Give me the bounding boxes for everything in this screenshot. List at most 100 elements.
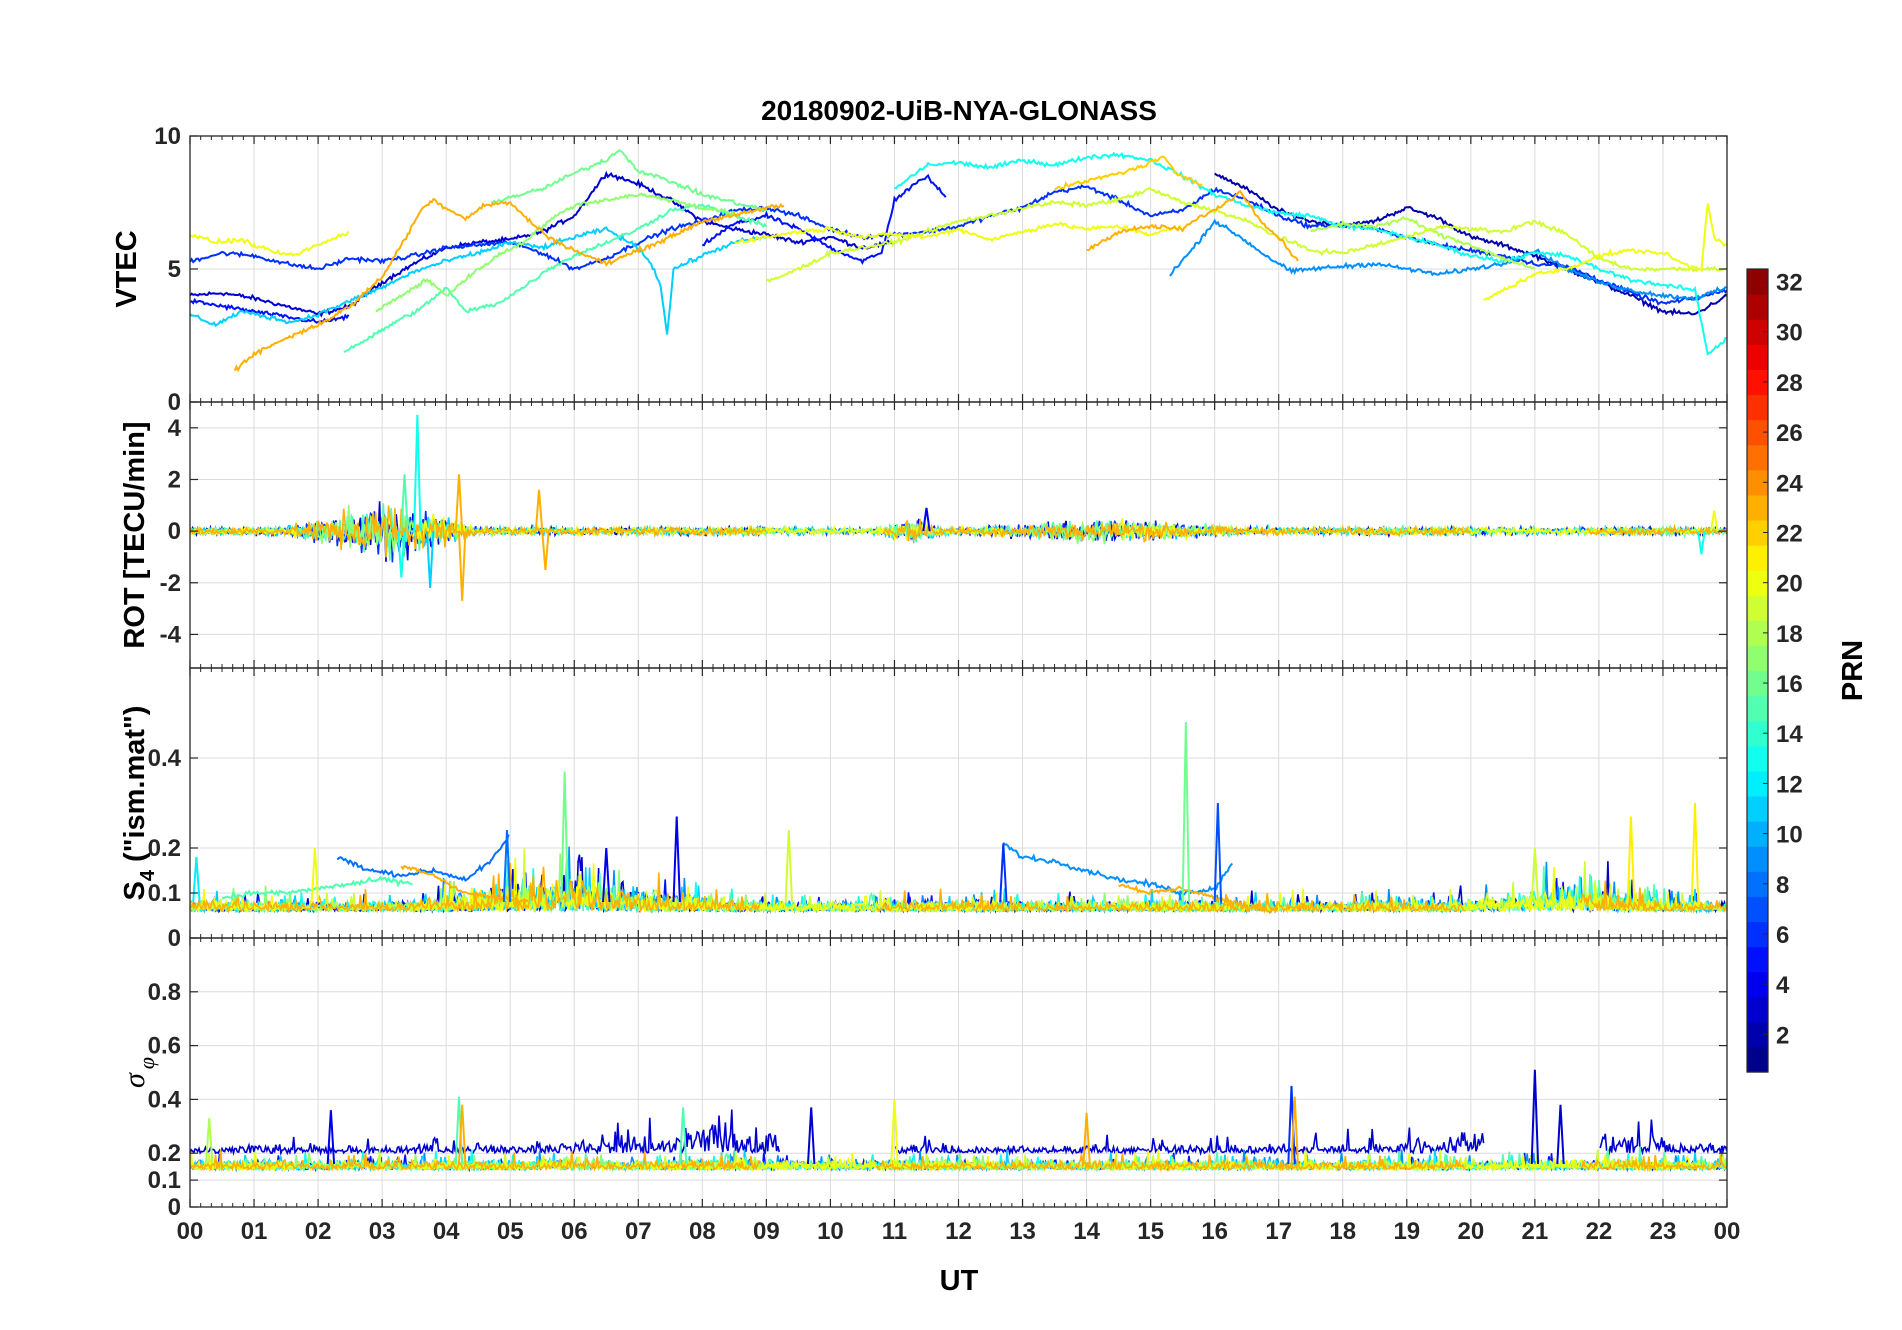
x-tick-label: 03 [369,1218,396,1245]
s4-spike [502,829,512,903]
y-tick-label: 0.8 [148,979,181,1006]
rot-spike [400,474,409,532]
vtec-series-prn-23 [233,190,1299,373]
colorbar-tick-label: 20 [1776,571,1803,598]
s4-spike [310,847,320,903]
s4-spike [784,829,793,903]
vtec-series-prn-20 [190,203,1727,301]
colorbar-swatch [1747,469,1768,496]
y-axis-label-vtec: VTEC [111,230,143,307]
s4-segment-prn-23 [400,864,529,905]
x-tick-label: 18 [1329,1218,1356,1245]
colorbar-swatch [1747,444,1768,471]
x-tick-label: 00 [1714,1218,1741,1245]
colorbar-swatch [1747,369,1768,396]
s4-spike [1213,802,1223,903]
sigma_phi-spike [890,1099,899,1165]
rot-spike [1697,530,1706,555]
s4-segment-prn-8 [336,834,510,882]
colorbar-swatch [1747,1021,1768,1048]
panel-vtec: 0 5 10 VTEC [111,123,1728,416]
sigma_phi-spike [1290,1096,1299,1165]
s4-spike [672,816,681,903]
s4-spike [602,847,611,903]
colorbar-swatch [1747,695,1768,722]
colorbar-swatch [1747,319,1768,345]
x-tick-label: 20 [1457,1218,1484,1245]
colorbar-swatch [1747,1046,1768,1073]
colorbar-swatch [1747,795,1768,822]
rot-spike [534,489,544,532]
rot-spike [454,474,464,532]
colorbar-label: PRN [1837,640,1869,701]
y-axis-label-rot: ROT [TECU/min] [119,421,151,648]
x-axis-label: UT [940,1265,979,1297]
colorbar-swatch [1747,394,1768,421]
vtec-series-prn-19 [765,186,1727,284]
s4-spike [1626,816,1636,903]
sigma_phi-spike [205,1118,214,1165]
y-tick-label: 0 [168,518,181,545]
colorbar-tick-label: 28 [1776,370,1803,397]
vtec-series-prn-22 [1054,155,1203,191]
vtec-series-prn-9 [1169,218,1727,301]
y-tick-label: 0.4 [148,745,182,772]
colorbar-swatch [1747,921,1768,948]
sigma_phi-spike [678,1107,688,1165]
rot-spike [1710,510,1719,532]
x-tick-label: 01 [241,1218,268,1245]
y-tick-label: 2 [168,466,181,493]
s4-spike [999,843,1008,903]
sigma_phi-spike [1082,1112,1091,1165]
x-tick-label: 14 [1073,1218,1100,1245]
y-tick-label: 0.4 [148,1086,182,1113]
y-tick-label: 5 [168,256,181,283]
s4-spike [1181,721,1191,903]
colorbar-swatch [1747,419,1768,446]
colorbar-swatch [1747,846,1768,872]
colorbar-swatch [1747,996,1768,1023]
s4-spike [560,771,569,903]
sigma_phi-series-prn-23 [190,1149,1727,1173]
y-tick-label: 0.1 [148,880,181,907]
colorbar-swatch [1747,344,1768,370]
rot-spike [413,414,422,532]
data-sigma_phi [190,1069,1727,1173]
x-tick-label: 06 [561,1218,588,1245]
rot-spike [425,531,435,588]
vtec-series-prn-18 [1309,216,1536,270]
y-tick-label: -2 [160,570,181,597]
x-tick-label: 08 [689,1218,716,1245]
vtec-series-prn-6 [190,184,1727,306]
colorbar-swatch [1747,971,1768,998]
sigma_phi-spike [326,1110,336,1165]
rot-spike [397,531,406,578]
colorbar-swatch [1747,896,1768,923]
x-tick-label: 12 [945,1218,972,1245]
y-axis-label-s4: S4 ("ism.mat") [119,706,159,901]
colorbar-swatch [1747,670,1768,697]
x-tick-label: 22 [1586,1218,1613,1245]
colorbar-tick-label: 26 [1776,420,1803,447]
colorbar-tick-label: 8 [1776,872,1789,899]
sigma_phi-spike [807,1107,816,1165]
colorbar-swatch [1747,745,1768,772]
colorbar-swatch [1747,871,1768,897]
colorbar-tick-label: 14 [1776,721,1803,748]
s4-series-prn-23 [190,863,1727,914]
colorbar-swatch [1747,620,1768,647]
s4-spike [192,856,201,903]
x-tick-label: 11 [882,1218,907,1245]
x-tick-label: 00 [177,1218,204,1245]
s4-spike [1690,802,1700,903]
colorbar-tick-label: 2 [1776,1022,1789,1049]
x-tick-labels: 00 01 02 03 04 05 06 07 08 09 10 11 12 13 14 15 16 17 18 19… [177,1218,1741,1245]
y-tick-label: 10 [154,123,181,150]
rot-spike [922,507,931,532]
colorbar-tick-label: 18 [1776,621,1803,648]
y-axis-label-sigma_phi: σφ [118,1057,159,1088]
y-tick-label: 0 [168,389,181,416]
